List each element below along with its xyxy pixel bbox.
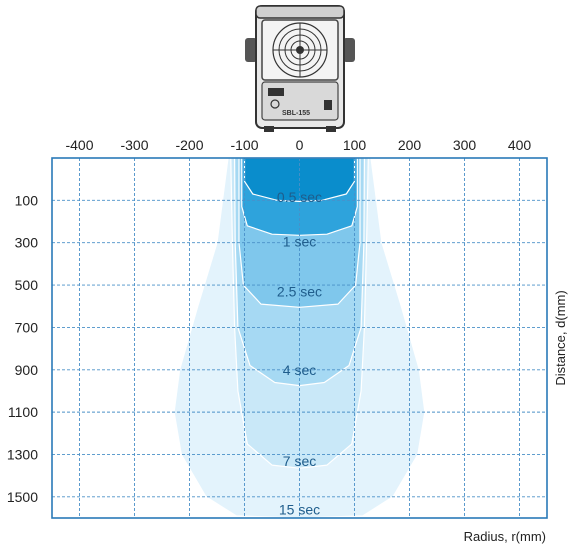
zone-label: 15 sec [279,502,320,518]
zone-label: 0.5 sec [277,189,322,205]
zone-label: 4 sec [283,362,316,378]
x-tick-label: -300 [120,137,148,153]
y-tick-label: 500 [15,277,39,293]
x-axis-title: Radius, r(mm) [464,529,546,544]
y-tick-label: 1300 [7,446,38,462]
y-axis-title: Distance, d(mm) [553,290,568,385]
y-tick-label: 300 [15,235,39,251]
zone-label: 7 sec [283,453,316,469]
x-tick-label: -100 [230,137,258,153]
y-tick-label: 1100 [8,404,38,420]
zone-label: 2.5 sec [277,283,322,299]
x-tick-label: 200 [398,137,422,153]
y-tick-label: 1500 [7,489,38,505]
grid-lines [52,158,547,518]
display-window [268,88,284,96]
device-brand-label: SBL-155 [282,110,310,117]
x-tick-label: -400 [65,137,93,153]
x-tick-label: 300 [453,137,477,153]
power-switch-icon [324,100,332,110]
right-foot [326,126,336,132]
right-handle-knob [343,38,355,62]
y-tick-label: 700 [15,319,39,335]
x-tick-label: 0 [296,137,304,153]
zone-labels: 15 sec 7 sec 4 sec 2.5 sec 1 sec 0.5 sec [277,189,322,517]
x-tick-label: 400 [508,137,532,153]
y-axis-ticks: 100 300 500 700 900 1100 1300 1500 [7,192,38,504]
power-button-icon [270,99,280,109]
device-top-bar [255,5,345,19]
left-foot [264,126,274,132]
x-axis-ticks: -400 -300 -200 -100 0 100 200 300 400 [65,137,531,153]
y-tick-label: 900 [15,362,39,378]
x-tick-label: -200 [175,137,203,153]
plot-frame [51,157,548,519]
left-handle-knob [245,38,257,62]
x-tick-label: 100 [343,137,367,153]
zone-label: 1 sec [283,234,316,250]
y-tick-label: 100 [15,192,39,208]
ionizer-fan-blower-icon: SBL-155 [245,5,355,132]
fan-icon [272,22,328,78]
